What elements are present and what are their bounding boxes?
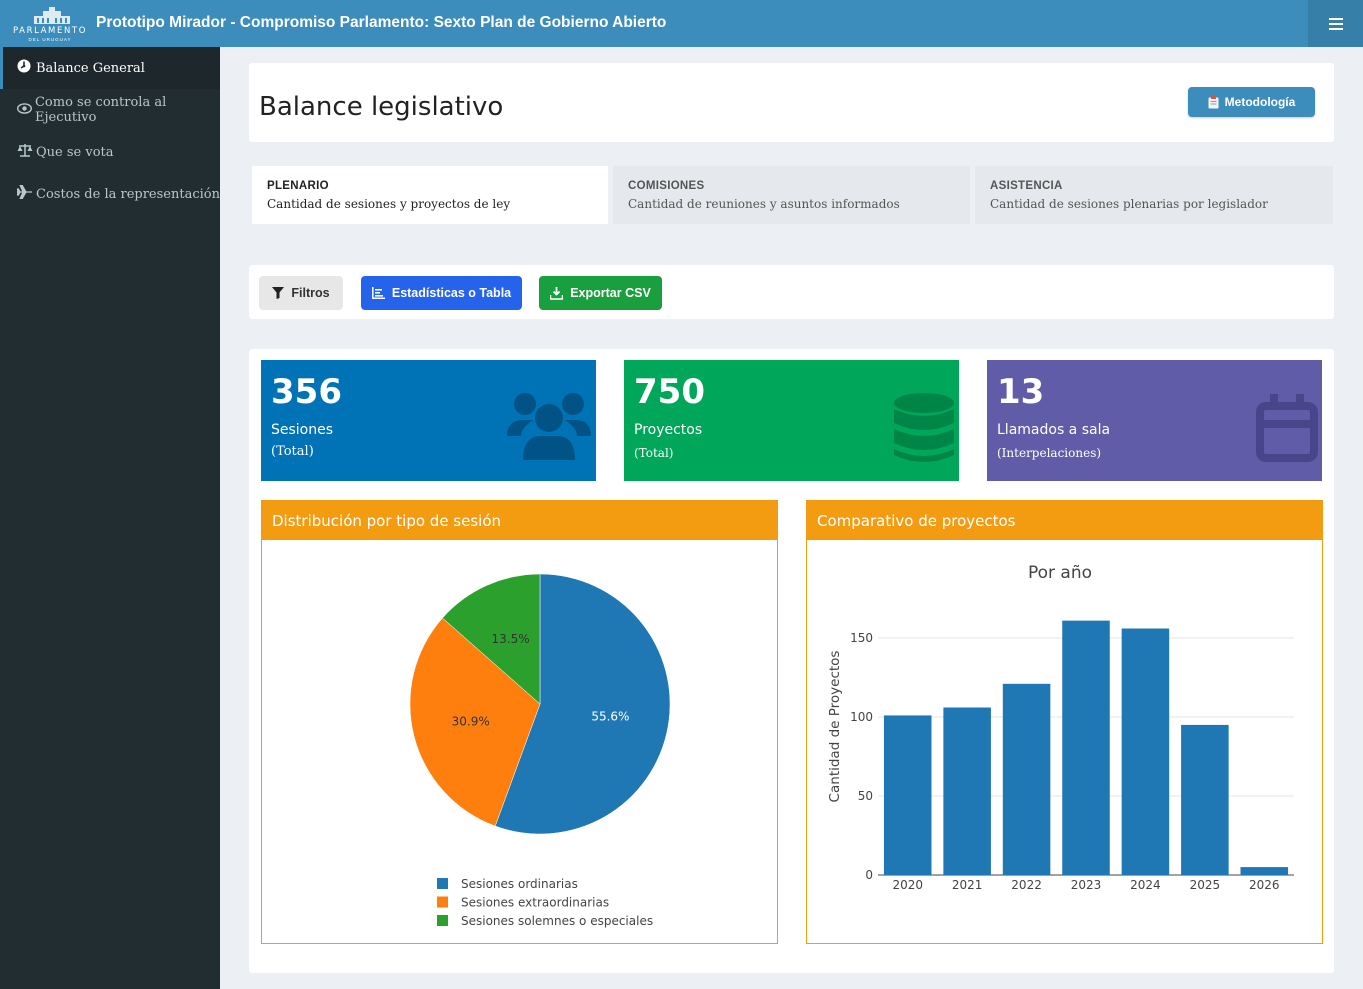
tab-comisiones[interactable]: COMISIONES Cantidad de reuniones y asunt… [613,166,970,224]
pie-chart: 55.6% 30.9% 13.5% Sesiones ordinarias Sesion… [409,573,671,928]
y-tick-label: 0 [865,868,873,882]
eye-icon [16,102,33,118]
sidebar-item-label: Costos de la representación [36,186,220,202]
sidebar-item-label: Que se vota [36,144,114,160]
panel-title: Comparativo de proyectos [807,501,1322,540]
x-tick-label: 2024 [1130,878,1161,892]
bar-chart-panel: Comparativo de proyectos Por año 0 50 100 15… [806,500,1323,944]
top-header: PARLAMENTO DEL URUGUAY Prototipo Mirador… [0,0,1363,47]
parlamento-logo[interactable]: PARLAMENTO DEL URUGUAY [0,0,96,47]
stat-value: 356 [271,372,342,412]
tab-title: ASISTENCIA [990,180,1063,192]
menu-toggle-button[interactable] [1308,0,1363,47]
stat-value: 13 [997,372,1045,412]
pie-slice-label: 13.5% [492,632,530,646]
legend-label[interactable]: Sesiones solemnes o especiales [461,914,653,928]
x-tick-label: 2026 [1249,878,1280,892]
balance-scale-icon [17,143,34,161]
stats-table-button[interactable]: Estadísticas o Tabla [361,276,522,310]
legend-swatch [437,878,448,889]
parliament-building-icon [34,7,70,24]
y-tick-label: 150 [850,631,873,645]
x-tick-label: 2020 [892,878,923,892]
stat-sublabel: (Total) [271,444,314,459]
filters-button[interactable]: Filtros [259,276,343,310]
sidebar: Balance General Como se controla al Ejec… [0,47,220,989]
filter-icon [272,287,285,299]
stat-box-proyectos: 750 Proyectos (Total) [624,360,959,481]
bar-chart-icon [371,287,385,299]
x-tick-label: 2021 [952,878,983,892]
calendar-icon [1256,394,1318,462]
sidebar-item-control-ejecutivo[interactable]: Como se controla al Ejecutivo [0,89,220,131]
x-tick-label: 2022 [1011,878,1042,892]
bar[interactable] [883,715,932,875]
download-icon [550,286,564,300]
bars-icon [1328,17,1343,30]
y-tick-label: 50 [858,789,873,803]
sidebar-item-label: Como se controla al Ejecutivo [34,95,167,125]
logo-subtext: DEL URUGUAY [28,37,72,42]
sidebar-item-costos[interactable]: Costos de la representación [0,173,220,215]
x-tick-label: 2023 [1071,878,1102,892]
pie-slice-label: 55.6% [591,710,629,724]
stat-label: Llamados a sala [997,422,1111,438]
page-title: Balance legislativo [259,92,504,122]
users-icon [507,393,591,460]
pie-chart-panel: Distribución por tipo de sesión 55.6% 30.… [261,500,778,944]
x-tick-label: 2025 [1190,878,1221,892]
legend-label[interactable]: Sesiones extraordinarias [461,896,609,910]
bar[interactable] [1062,620,1110,875]
sidebar-item-que-se-vota[interactable]: Que se vota [0,131,220,173]
bar[interactable] [1181,724,1229,875]
tab-subtitle: Cantidad de reuniones y asuntos informad… [628,197,900,211]
methodology-label: Metodología [1224,95,1296,109]
bar-chart: Por año 0 50 100 150 2020 2021 2022 2023 2024 2025… [827,563,1294,892]
methodology-button[interactable]: Metodología [1188,87,1315,117]
stat-box-llamados: 13 Llamados a sala (Interpelaciones) [987,360,1322,481]
dashboard-icon [17,59,34,77]
legend-swatch [437,915,448,926]
stat-box-sesiones: 356 Sesiones (Total) [261,360,596,481]
pie-slice-label: 30.9% [452,715,490,729]
clipboard-icon [1208,95,1219,108]
legend-label[interactable]: Sesiones ordinarias [461,877,578,891]
sidebar-item-balance-general[interactable]: Balance General [0,47,220,89]
tab-asistencia[interactable]: ASISTENCIA Cantidad de sesiones plenaria… [975,166,1333,224]
sidebar-item-label: Balance General [36,60,145,76]
y-tick-label: 100 [850,710,873,724]
tab-subtitle: Cantidad de sesiones y proyectos de ley [267,197,511,211]
stat-sublabel: (Total) [634,446,674,460]
tab-title: PLENARIO [267,180,329,192]
stats-table-label: Estadísticas o Tabla [391,286,512,300]
filters-label: Filtros [291,286,330,300]
stat-value: 750 [634,372,705,412]
plane-icon [16,184,34,203]
stat-sublabel: (Interpelaciones) [997,446,1102,460]
database-icon [894,393,954,462]
chart-title: Por año [1028,563,1092,583]
tab-plenario[interactable]: PLENARIO Cantidad de sesiones y proyecto… [252,166,608,224]
stat-label: Sesiones [271,422,334,438]
legend-swatch [437,896,448,908]
y-axis-label: Cantidad de Proyectos [827,651,843,803]
app-title: Prototipo Mirador - Compromiso Parlament… [96,14,667,31]
bar[interactable] [1240,867,1289,875]
panel-title: Distribución por tipo de sesión [262,501,777,540]
export-csv-label: Exportar CSV [570,286,651,300]
tab-title: COMISIONES [628,180,705,192]
logo-text: PARLAMENTO [13,26,87,36]
pie-slice[interactable] [494,573,671,835]
export-csv-button[interactable]: Exportar CSV [539,276,662,310]
title-box [249,63,1334,142]
bar[interactable] [943,707,991,875]
pie-slice[interactable] [409,617,541,827]
tab-subtitle: Cantidad de sesiones plenarias por legis… [990,197,1268,211]
bar[interactable] [1002,683,1051,875]
stat-label: Proyectos [634,422,703,438]
bar[interactable] [1121,628,1170,875]
pie-slice[interactable] [442,573,541,705]
